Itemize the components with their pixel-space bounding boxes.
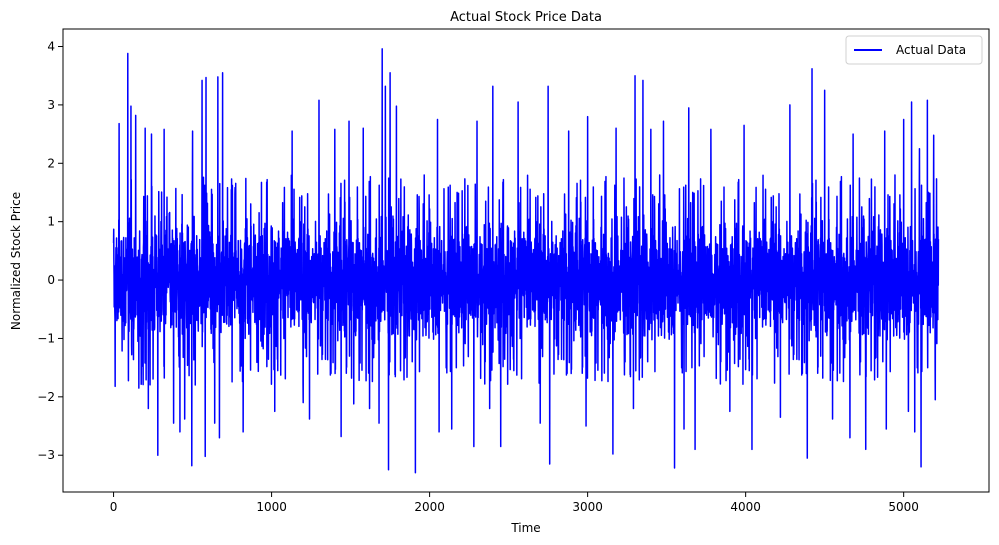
y-tick-label--3: −3 <box>37 448 55 462</box>
x-axis: 0 1000 2000 3000 4000 5000 <box>110 492 919 514</box>
series-line-actual-data <box>112 48 940 474</box>
y-axis-label: Normalized Stock Price <box>9 192 23 330</box>
y-tick-label-2: 2 <box>47 156 55 170</box>
x-tick-label-1000: 1000 <box>256 500 287 514</box>
legend: Actual Data <box>845 35 983 65</box>
x-tick-label-5000: 5000 <box>888 500 919 514</box>
x-tick-label-4000: 4000 <box>730 500 761 514</box>
chart-title: Actual Stock Price Data <box>450 10 602 25</box>
x-axis-label: Time <box>510 521 540 535</box>
y-tick-label--2: −2 <box>37 390 55 404</box>
legend-box <box>845 35 983 65</box>
y-tick-label-3: 3 <box>47 98 55 112</box>
legend-label-actual-data: Actual Data <box>896 43 966 57</box>
y-tick-label-1: 1 <box>47 215 55 229</box>
y-axis: −3 −2 −1 0 1 2 3 4 <box>37 40 63 462</box>
x-tick-label-2000: 2000 <box>414 500 445 514</box>
plot-frame <box>62 28 990 493</box>
y-tick-label--1: −1 <box>37 331 55 345</box>
x-tick-label-0: 0 <box>110 500 118 514</box>
y-tick-label-4: 4 <box>47 40 55 54</box>
plot-area <box>112 48 940 474</box>
x-tick-label-3000: 3000 <box>572 500 603 514</box>
y-tick-label-0: 0 <box>47 273 55 287</box>
